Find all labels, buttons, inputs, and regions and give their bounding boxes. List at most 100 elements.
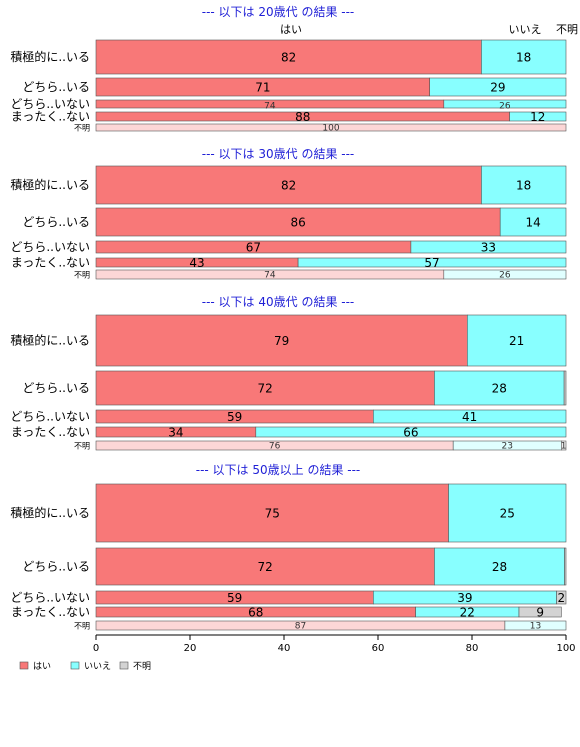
x-tick-label: 60	[372, 643, 385, 654]
row-label: 積極的に..いる	[10, 49, 90, 64]
value-label-no: 28	[492, 382, 507, 396]
value-label-yes: 100	[322, 124, 339, 134]
bar-segment-yes	[95, 123, 567, 132]
row-label: 不明	[74, 124, 90, 133]
column-label-yes: はい	[280, 23, 302, 36]
value-label-no: 22	[460, 606, 475, 620]
row-label: 積極的に..いる	[10, 505, 90, 520]
value-label-no: 41	[462, 410, 477, 424]
bar-segment-no	[372, 409, 567, 424]
legend-swatch-no	[70, 661, 80, 670]
value-label-unknown: 2	[557, 591, 565, 605]
x-tick-label: 80	[466, 643, 479, 654]
x-tick-label: 40	[278, 643, 291, 654]
value-label-yes: 72	[258, 382, 273, 396]
value-label-yes: 87	[295, 622, 306, 632]
row-label: 不明	[74, 442, 90, 451]
row-label: 積極的に..いる	[10, 177, 90, 192]
value-label-no: 14	[525, 216, 540, 230]
row-label: どちら..いる	[22, 560, 90, 574]
value-label-no: 26	[499, 271, 511, 281]
bar-segment-no	[434, 370, 565, 406]
bar-segment-yes	[95, 547, 435, 586]
bar-segment-unknown	[518, 606, 562, 618]
value-label-no: 66	[403, 426, 418, 440]
value-label-yes: 43	[189, 256, 204, 270]
bar-segment-no	[481, 39, 567, 75]
bar-segment-no	[255, 426, 567, 438]
value-label-no: 29	[490, 81, 505, 95]
value-label-yes: 71	[255, 81, 270, 95]
value-label-no: 12	[530, 110, 545, 124]
bar-segment-no	[443, 99, 567, 109]
value-label-yes: 82	[281, 51, 296, 65]
bar-segment-no	[297, 257, 567, 268]
row-label: どちら..いない	[10, 591, 90, 605]
bar-segment-unknown	[560, 440, 567, 451]
legend-swatch-unknown	[119, 661, 129, 670]
legend-label-yes: はい	[33, 661, 51, 672]
bar-segment-unknown	[564, 547, 567, 586]
column-label-unknown: 不明	[556, 23, 578, 36]
row-label: まったく..ない	[11, 425, 90, 439]
value-label-no: 57	[424, 256, 439, 270]
column-label-no: いいえ	[509, 23, 542, 36]
legend-swatch-yes	[19, 661, 29, 670]
value-label-yes: 75	[265, 507, 280, 521]
bar-segment-no	[448, 483, 567, 543]
bar-segment-no	[434, 547, 565, 586]
value-label-yes: 34	[168, 426, 183, 440]
panel-title: --- 以下は 40歳代 の結果 ---	[202, 295, 355, 309]
value-label-yes: 79	[274, 334, 289, 348]
value-label-no: 23	[502, 442, 513, 452]
value-label-yes: 74	[264, 102, 276, 112]
row-label: まったく..ない	[11, 256, 90, 270]
value-label-no: 21	[509, 334, 524, 348]
legend-label-unknown: 不明	[133, 661, 151, 672]
value-label-yes: 86	[290, 216, 305, 230]
bar-segment-no	[466, 314, 567, 367]
bar-segment-no	[499, 207, 567, 237]
row-label: どちら..いる	[22, 80, 90, 94]
bar-segment-yes	[95, 483, 449, 543]
row-label: どちら..いない	[10, 240, 90, 254]
row-label: 不明	[74, 622, 90, 631]
value-label-yes: 76	[269, 442, 281, 452]
value-label-no: 33	[481, 241, 496, 255]
value-label-no: 28	[492, 560, 507, 574]
value-label-yes: 67	[246, 241, 261, 255]
value-label-no: 39	[457, 591, 472, 605]
value-label-no: 25	[500, 507, 515, 521]
value-label-no: 18	[516, 179, 531, 193]
value-label-yes: 68	[248, 606, 263, 620]
row-label: 不明	[74, 271, 90, 280]
bar-segment-no	[481, 165, 567, 205]
bar-segment-no	[509, 111, 567, 122]
value-label-yes: 88	[295, 110, 310, 124]
row-label: どちら..いない	[10, 410, 90, 424]
bar-segment-yes	[95, 207, 501, 237]
panel-title: --- 以下は 50歳以上 の結果 ---	[196, 463, 361, 477]
panel-title: --- 以下は 30歳代 の結果 ---	[202, 147, 355, 161]
bar-segment-no	[443, 269, 567, 280]
bar-segment-yes	[95, 39, 482, 75]
x-tick-label: 0	[93, 643, 99, 654]
row-label: どちら..いる	[22, 381, 90, 395]
x-tick-label: 20	[184, 643, 197, 654]
value-label-no: 18	[516, 51, 531, 65]
row-label: 積極的に..いる	[10, 333, 90, 348]
bar-segment-unknown	[556, 590, 567, 605]
row-label: どちら..いない	[10, 97, 90, 111]
bar-segment-unknown	[563, 370, 567, 406]
row-label: まったく..ない	[11, 110, 90, 124]
row-label: まったく..ない	[11, 605, 90, 619]
value-label-yes: 59	[227, 591, 242, 605]
value-label-no: 13	[530, 622, 541, 632]
x-tick-label: 100	[556, 643, 575, 654]
bar-segment-yes	[95, 370, 435, 406]
row-label: どちら..いる	[22, 215, 90, 229]
value-label-no: 26	[499, 102, 511, 112]
value-label-yes: 72	[258, 560, 273, 574]
value-label-yes: 59	[227, 410, 242, 424]
